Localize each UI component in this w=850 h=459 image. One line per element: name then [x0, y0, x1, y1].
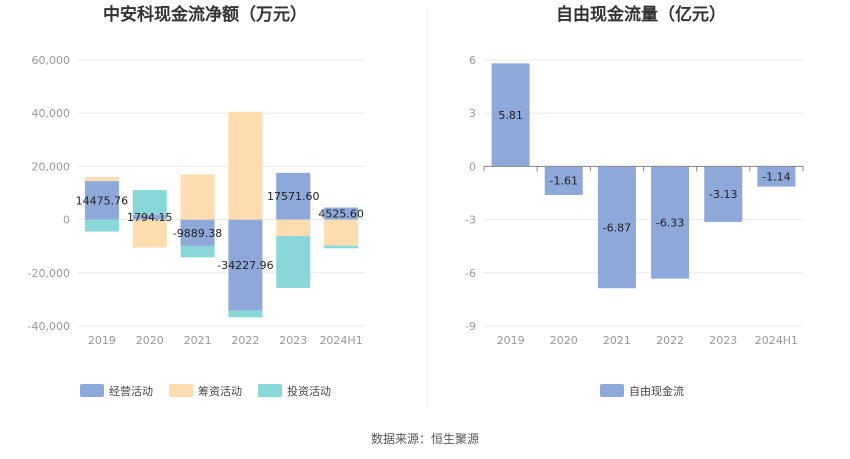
bar-筹资活动: [132, 219, 167, 248]
bar-自由现金流: [704, 166, 743, 222]
y-tick-label: -20,000: [28, 267, 70, 280]
data-label: 1794.15: [127, 211, 173, 224]
y-tick-label: -40,000: [28, 320, 70, 333]
y-tick-label: 40,000: [32, 107, 71, 120]
x-tick-label: 2019: [88, 334, 116, 347]
bar-自由现金流: [597, 166, 636, 289]
data-label: -6.87: [603, 221, 631, 234]
bar-经营活动: [324, 207, 359, 220]
data-label: 17571.60: [267, 190, 320, 203]
bar-投资活动: [132, 190, 167, 215]
x-tick-label: 2022: [656, 334, 684, 347]
bar-自由现金流: [544, 166, 583, 195]
bar-筹资活动: [180, 174, 215, 220]
bar-投资活动: [180, 245, 215, 258]
y-tick-label: -6: [465, 267, 476, 280]
cash-flow-net-chart: 中安科现金流净额（万元） 60,000 40,000 20,000 0 -20,000 -…: [28, 4, 365, 398]
bar-筹资活动: [276, 219, 311, 237]
bar-自由现金流: [491, 63, 530, 167]
bar-投资活动: [276, 236, 311, 288]
bar-筹资活动: [324, 219, 359, 246]
x-tick-label: 2020: [136, 334, 164, 347]
free-cash-flow-chart: 自由现金流量（亿元） 6 3 0 -3 -6 -9 2019 2020 2021 2022 2023…: [465, 4, 804, 398]
legend-swatch: [169, 384, 193, 397]
bar-经营活动: [276, 172, 311, 220]
data-label: 5.81: [498, 109, 523, 122]
bar-筹资活动: [84, 177, 119, 182]
x-tick-label: 2023: [279, 334, 307, 347]
y-tick-label: -3: [465, 214, 476, 227]
legend-label: 投资活动: [287, 384, 331, 398]
data-label: 14475.76: [76, 194, 129, 207]
y-tick-label: 0: [469, 160, 476, 173]
bar-投资活动: [228, 310, 263, 318]
y-tick-label: 20,000: [32, 160, 71, 173]
legend-label: 自由现金流: [629, 384, 684, 398]
bar-经营活动: [84, 181, 119, 220]
data-label: 4525.60: [318, 208, 364, 221]
data-label: -6.33: [656, 217, 684, 230]
legend-swatch: [80, 384, 104, 397]
x-tick-label: 2024H1: [319, 334, 362, 347]
chart-title: 自由现金流量（亿元）: [556, 4, 726, 25]
bar-经营活动: [228, 219, 263, 311]
bar-筹资活动: [228, 111, 263, 220]
bar-经营活动: [132, 214, 167, 220]
data-label: -9889.38: [173, 227, 222, 240]
x-tick-label: 2020: [550, 334, 578, 347]
bar-经营活动: [180, 219, 215, 246]
legend-label: 经营活动: [109, 384, 153, 398]
x-tick-label: 2024H1: [755, 334, 798, 347]
legend-label: 筹资活动: [198, 384, 242, 398]
x-tick-label: 2019: [497, 334, 525, 347]
bar-投资活动: [324, 245, 359, 249]
bar-自由现金流: [757, 166, 796, 187]
x-tick-label: 2023: [709, 334, 737, 347]
data-label: -1.61: [550, 175, 578, 188]
legend-swatch: [258, 384, 282, 397]
bar-投资活动: [84, 219, 119, 232]
y-tick-label: 0: [63, 214, 70, 227]
y-tick-label: -9: [465, 320, 476, 333]
data-source-note: 数据来源：恒生聚源: [371, 431, 479, 446]
bar-自由现金流: [651, 166, 690, 279]
data-label: -3.13: [709, 188, 737, 201]
x-tick-label: 2021: [603, 334, 631, 347]
chart-title: 中安科现金流净额（万元）: [103, 4, 307, 25]
x-tick-label: 2022: [231, 334, 259, 347]
legend-swatch: [600, 384, 624, 397]
data-label: -34227.96: [217, 259, 273, 272]
y-tick-label: 3: [469, 107, 476, 120]
y-tick-label: 6: [469, 54, 476, 67]
x-tick-label: 2021: [184, 334, 212, 347]
y-tick-label: 60,000: [32, 54, 71, 67]
data-label: -1.14: [762, 171, 790, 184]
